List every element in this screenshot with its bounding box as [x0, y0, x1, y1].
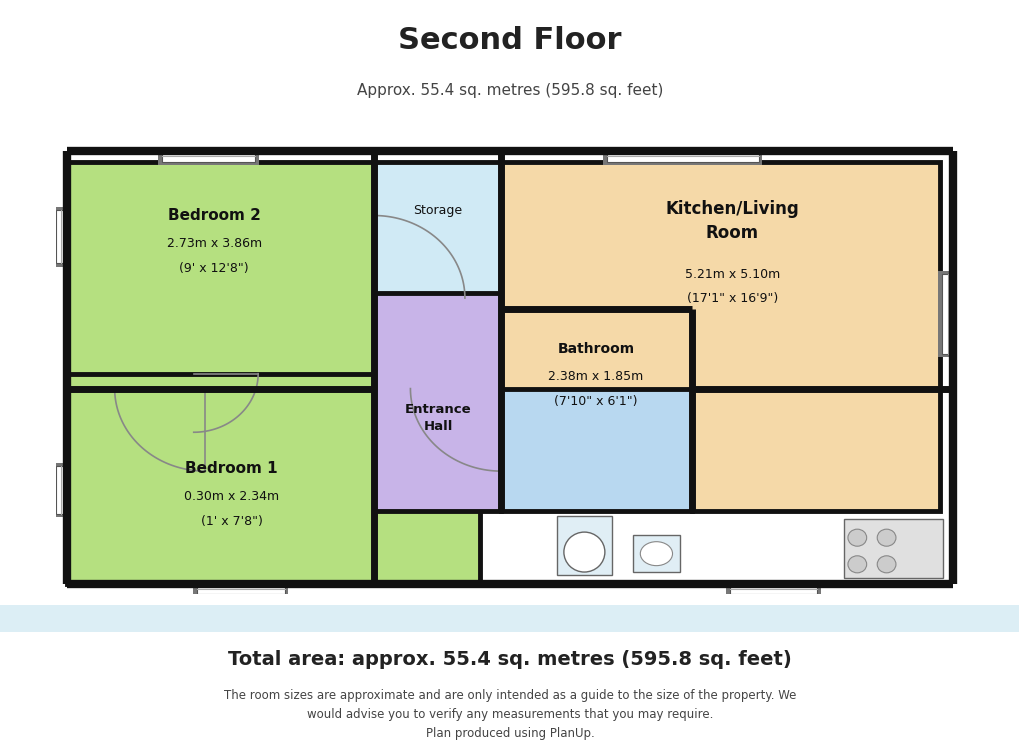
Bar [0, 605, 1019, 632]
Circle shape [876, 556, 895, 573]
Bar [53, 462, 70, 517]
Bar [374, 162, 500, 298]
Bar [602, 148, 761, 165]
Text: (9' x 12'8"): (9' x 12'8") [179, 262, 249, 275]
Bar [56, 466, 66, 513]
Text: Tristrams: Tristrams [319, 439, 554, 482]
Bar [729, 584, 816, 594]
Bar [374, 293, 500, 511]
Bar [193, 581, 287, 597]
Bar [937, 271, 956, 357]
Text: Second Floor: Second Floor [397, 25, 622, 55]
Text: Approx. 55.4 sq. metres (595.8 sq. feet): Approx. 55.4 sq. metres (595.8 sq. feet) [357, 83, 662, 99]
Bar [53, 207, 70, 266]
Bar [500, 162, 940, 389]
Text: (1' x 7'8"): (1' x 7'8") [201, 515, 263, 528]
Bar [691, 389, 940, 511]
Bar [556, 516, 611, 575]
Bar [726, 581, 820, 597]
Text: (17'1" x 16'9"): (17'1" x 16'9") [686, 292, 777, 304]
Ellipse shape [564, 532, 604, 572]
Bar [633, 535, 680, 572]
Text: Bedroom 2: Bedroom 2 [168, 208, 261, 223]
Text: 5.21m x 5.10m: 5.21m x 5.10m [685, 268, 780, 280]
Text: Total area: approx. 55.4 sq. metres (595.8 sq. feet): Total area: approx. 55.4 sq. metres (595… [228, 650, 791, 669]
Bar [66, 162, 374, 389]
Text: The room sizes are approximate and are only intended as a guide to the size of t: The room sizes are approximate and are o… [223, 689, 796, 702]
Text: would advise you to verify any measurements that you may require.: would advise you to verify any measureme… [307, 708, 712, 721]
Text: Plan produced using PlanUp.: Plan produced using PlanUp. [425, 727, 594, 741]
Ellipse shape [640, 542, 672, 565]
Bar [197, 584, 284, 594]
Text: 2.38m x 1.85m: 2.38m x 1.85m [548, 370, 643, 383]
Bar [158, 148, 259, 165]
Text: 2.73m x 3.86m: 2.73m x 3.86m [166, 237, 262, 250]
Bar [941, 274, 953, 354]
Bar [843, 519, 943, 577]
Bar [56, 210, 66, 263]
Text: 0.30m x 2.34m: 0.30m x 2.34m [184, 490, 279, 502]
Circle shape [847, 556, 866, 573]
Text: Bathroom: Bathroom [557, 341, 634, 355]
Bar [606, 151, 758, 162]
Text: Entrance
Hall: Entrance Hall [405, 403, 471, 433]
Text: Bedroom 1: Bedroom 1 [185, 461, 278, 476]
Text: (7'10" x 6'1"): (7'10" x 6'1") [553, 395, 637, 408]
Bar [500, 309, 691, 511]
Text: Kitchen/Living
Room: Kitchen/Living Room [665, 200, 799, 242]
Circle shape [847, 529, 866, 546]
Text: Storage: Storage [413, 204, 462, 217]
Circle shape [876, 529, 895, 546]
Bar [66, 374, 479, 584]
Bar [161, 151, 255, 162]
